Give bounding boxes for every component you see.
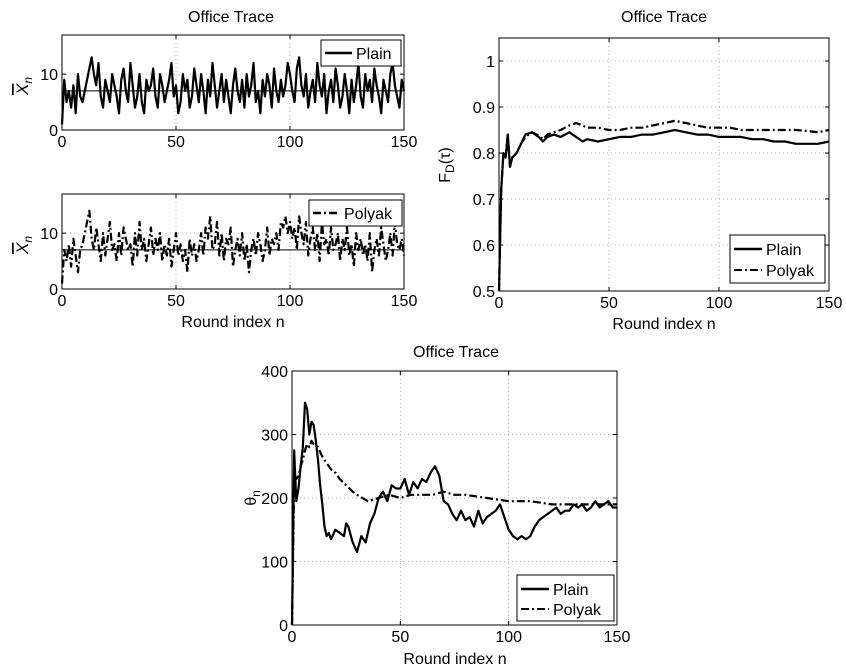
x-tick-label: 150 [816,295,843,312]
series-line-polyak [60,209,406,284]
x-tick-label: 100 [495,629,522,646]
legend-label-plain: Plain [553,582,589,599]
y-axis-label-arg: (τ) [437,147,454,164]
x-tick-label: 150 [604,629,631,646]
y-tick-label: 10 [40,67,58,84]
y-tick-label: 400 [261,364,288,381]
grid [499,38,829,291]
x-tick-label: 150 [391,293,418,310]
legend-label-plain: Plain [766,242,802,259]
x-tick-label: 100 [706,295,733,312]
x-axis-label: Round index n [612,316,715,333]
y-tick-label: 300 [261,428,288,445]
y-axis-label-bar-x: X [13,83,32,96]
ticks: 0 50 100 150 0 10 [40,194,417,310]
series-line-polyak [497,119,830,292]
legend-box [729,234,826,284]
y-axis-label-sub: n [21,236,35,243]
plot-frame [61,34,405,131]
y-tick-label: 0.7 [473,192,495,209]
series-line-plain [290,401,617,626]
y-axis-label: θn [243,490,263,506]
y-tick-label: 0.6 [473,238,495,255]
legend: Plain Polyak [516,574,615,622]
y-tick-label: 0.9 [473,100,495,117]
x-tick-label: 50 [600,295,618,312]
x-tick-label: 50 [391,629,409,646]
y-axis-label: Xn [13,236,35,255]
x-tick-label: 50 [167,134,185,151]
x-axis-label: Round index n [403,651,506,668]
y-tick-label: 200 [261,491,288,508]
legend-label-polyak: Polyak [766,263,815,280]
grid [62,35,404,130]
legend-label-polyak: Polyak [553,602,602,619]
title: Office Trace [413,344,499,361]
x-tick-label: 50 [167,293,185,310]
panel-xbar-polyak: 0 50 100 150 0 10 Round index n Xn Polyak [13,193,417,331]
x-tick-label: 0 [495,295,504,312]
panel-theta: Office Trace 0 50 100 150 0 100 200 300 400 Roun… [243,344,630,668]
x-tick-label: 0 [58,134,67,151]
ticks: 0 50 100 150 0 10 [40,35,417,151]
y-tick-label: 10 [40,226,58,243]
legend: Plain Polyak [729,234,826,284]
legend-box [516,574,615,622]
x-tick-label: 0 [288,629,297,646]
y-tick-label: 0.8 [473,146,495,163]
y-axis-label-bar-x: X [13,242,32,255]
plot-frame [498,37,830,292]
panel-xbar-plain: Office Trace 0 50 100 150 0 10 Xn Plain [13,9,417,151]
ticks: 0 50 100 150 0.5 0.6 0.7 0.8 0.9 1 [473,38,843,312]
y-axis-label-sub: n [21,77,35,84]
y-axis-label-sub: n [249,490,263,497]
series-lines [60,209,406,284]
series-line-polyak [290,439,617,626]
y-tick-label: 0.5 [473,284,495,301]
y-axis-label: Xn [13,77,35,96]
series-lines [60,56,406,125]
series-lines [290,401,617,626]
x-axis-label: Round index n [181,314,284,331]
y-axis-label-sub: D [443,164,457,173]
x-tick-label: 0 [58,293,67,310]
series-line-plain [60,56,406,125]
x-tick-label: 100 [277,293,304,310]
panel-fd: Office Trace 0 50 100 150 0.5 0.6 0.7 0.8 0.9 1 R… [437,9,842,333]
title: Office Trace [621,9,707,26]
y-tick-label: 1 [486,54,495,71]
plot-frame [61,193,405,290]
legend: Plain [320,39,402,67]
y-tick-label: 0 [49,123,58,140]
x-tick-label: 150 [391,134,418,151]
ticks: 0 50 100 150 0 100 200 300 400 [261,364,630,646]
legend: Polyak [308,199,403,227]
y-tick-label: 100 [261,555,288,572]
x-tick-label: 100 [277,134,304,151]
y-axis-label: FD(τ) [437,147,457,182]
legend-label: Polyak [344,206,393,223]
y-tick-label: 0 [49,282,58,299]
legend-label: Plain [356,46,392,63]
y-tick-label: 0 [279,618,288,635]
title: Office Trace [188,9,274,26]
series-lines [497,119,830,292]
